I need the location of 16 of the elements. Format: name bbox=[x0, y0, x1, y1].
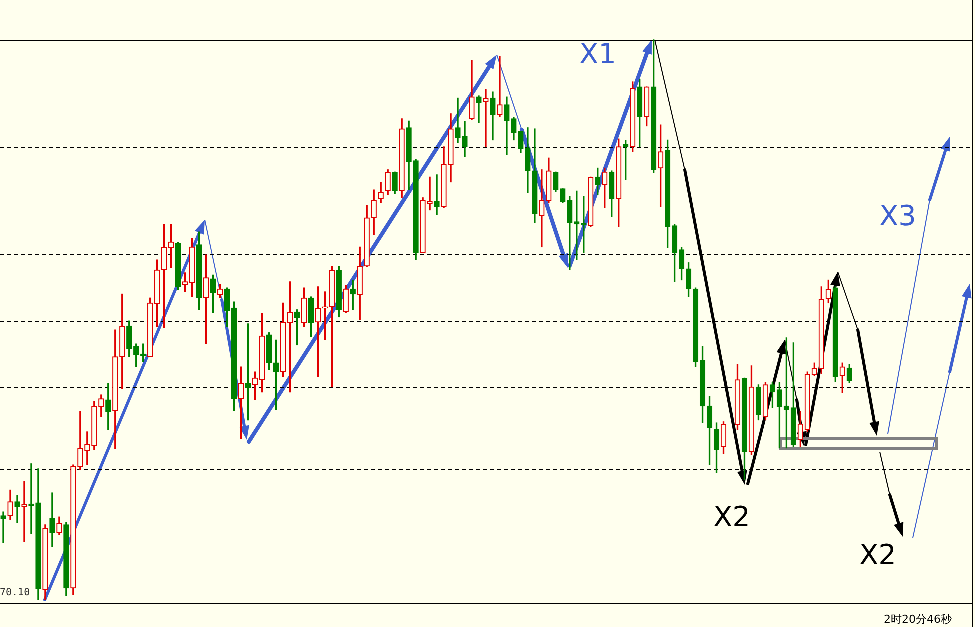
annotation: X2 bbox=[860, 538, 896, 572]
candlestick bbox=[476, 96, 482, 124]
candlestick bbox=[539, 170, 545, 248]
candlestick bbox=[455, 98, 461, 144]
candlestick bbox=[483, 90, 489, 148]
annotation: X1 bbox=[580, 37, 616, 70]
candlestick bbox=[427, 176, 433, 211]
candlestick bbox=[0, 512, 6, 544]
annotation: X2 bbox=[714, 500, 750, 534]
candlestick bbox=[497, 56, 503, 118]
candlestick bbox=[22, 482, 28, 542]
candlestick bbox=[14, 496, 20, 524]
text: 2时20分46秒 bbox=[884, 612, 952, 626]
candlestick bbox=[434, 174, 440, 216]
annotation: X3 bbox=[880, 199, 916, 232]
annotation: 70.10 bbox=[0, 588, 30, 599]
